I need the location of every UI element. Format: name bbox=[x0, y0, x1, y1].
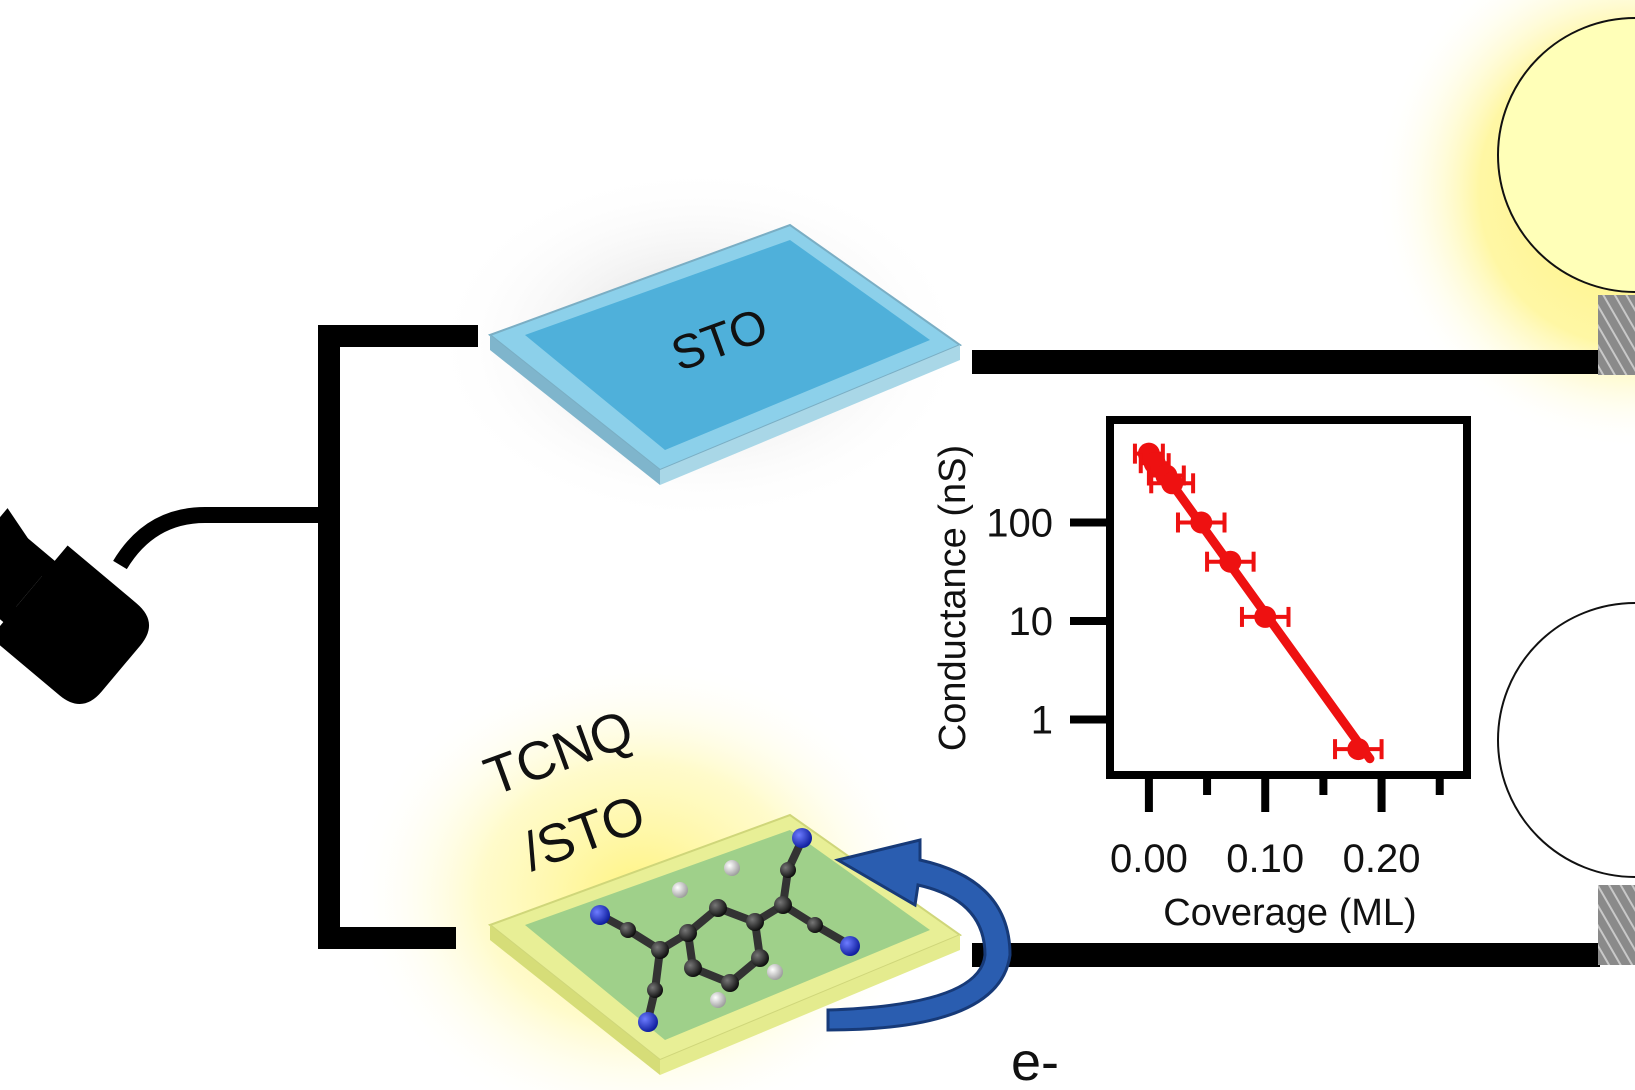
chart-frame bbox=[1106, 416, 1471, 779]
electron-label: e- bbox=[1011, 1032, 1059, 1090]
electron-transfer-arrow-icon bbox=[826, 838, 1012, 1032]
data-point bbox=[1254, 605, 1277, 628]
data-point bbox=[1190, 511, 1213, 534]
y-tick-label: 100 bbox=[986, 501, 1053, 545]
x-tick-label: 0.00 bbox=[1110, 837, 1188, 881]
y-tick-label: 10 bbox=[1009, 600, 1054, 644]
tcnq-sto-substrate-plate bbox=[487, 813, 963, 1075]
x-tick-label: 0.10 bbox=[1226, 837, 1304, 881]
circuit-wires bbox=[113, 325, 1600, 967]
sto-substrate-plate: STO bbox=[487, 223, 963, 485]
plug-cord bbox=[113, 507, 329, 570]
conductance-vs-coverage-chart: 1 10 100 0.00 0.10 0.20 Coverage (ML) Conduct… bbox=[932, 416, 1471, 934]
fit-line bbox=[1144, 447, 1375, 764]
y-tick-label: 1 bbox=[1031, 698, 1053, 742]
left-bracket-wire bbox=[318, 325, 478, 949]
data-point bbox=[1161, 472, 1184, 495]
x-tick-label: 0.20 bbox=[1343, 837, 1421, 881]
data-point bbox=[1219, 550, 1242, 573]
top-light-bulb-icon bbox=[1497, 17, 1635, 375]
power-plug-icon bbox=[0, 508, 149, 704]
data-point bbox=[1347, 738, 1370, 761]
tcnq-molecule-icon bbox=[590, 828, 860, 1032]
bottom-light-bulb-icon bbox=[1497, 602, 1635, 965]
chart-ylabel: Conductance (nS) bbox=[932, 445, 974, 751]
chart-xlabel: Coverage (ML) bbox=[1163, 892, 1416, 934]
